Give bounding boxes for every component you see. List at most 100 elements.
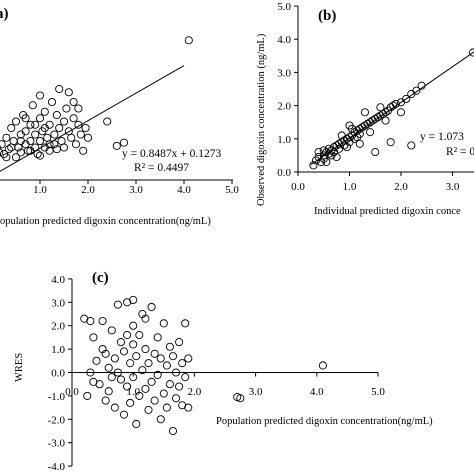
panel-c-point bbox=[86, 368, 95, 377]
panel-c-y-tick-label: -4.0 bbox=[48, 461, 66, 473]
panel-b-equation: y = 1.073 bbox=[420, 131, 464, 143]
panel-a-point bbox=[62, 104, 71, 113]
panel-a-point bbox=[52, 145, 61, 154]
panel-c-y-tick-label: -2.0 bbox=[48, 414, 66, 426]
panel-b-individual-scatter: 0.0 1.0 2.0 3.0 4.0 5.0 0.0 1.0 2.0 3.0 y = 1.07… bbox=[256, 1, 474, 217]
panel-c-point bbox=[129, 295, 138, 305]
panel-b-y-tick-label: 5.0 bbox=[277, 1, 291, 13]
panel-a-population-scatter: 1.0 2.0 3.0 4.0 5.0 y = 0.8487x + 0.1273 R² … bbox=[0, 6, 239, 227]
panel-a-point bbox=[59, 143, 69, 152]
panel-a-points bbox=[0, 36, 193, 162]
panel-c-x-tick-label: 0.0 bbox=[65, 386, 79, 398]
panel-b-point bbox=[402, 94, 411, 104]
panel-a-point bbox=[74, 120, 83, 129]
panel-a-point bbox=[21, 114, 30, 123]
panel-a-point bbox=[16, 136, 25, 146]
panel-c-y-label: WRES bbox=[14, 353, 25, 382]
panel-a-label: a) bbox=[0, 6, 9, 22]
panel-a-point bbox=[35, 114, 45, 123]
panel-c-point bbox=[168, 352, 178, 361]
panel-b-point bbox=[348, 124, 357, 133]
panel-c-point bbox=[168, 426, 178, 436]
panel-c-point bbox=[147, 302, 156, 312]
panel-a-point bbox=[74, 104, 83, 113]
panel-c-point bbox=[126, 398, 135, 407]
panel-c-wres-scatter: -4.0 -3.0 -2.0 -1.0 0.0 1.0 2.0 3.0 4.0 0.0 1.0 2.… bbox=[14, 270, 433, 473]
panel-c-point bbox=[129, 340, 138, 349]
panel-b-point bbox=[360, 108, 370, 117]
panel-a-point bbox=[4, 145, 13, 154]
panel-b-point bbox=[355, 139, 364, 148]
panel-a-point bbox=[112, 141, 121, 150]
panel-b-y-tick-label: 2.0 bbox=[277, 101, 291, 113]
panel-c-point bbox=[107, 373, 116, 382]
panel-c-y-tick-label: 3.0 bbox=[51, 297, 65, 309]
panel-c-point bbox=[92, 356, 101, 365]
panel-a-point bbox=[2, 133, 11, 142]
panel-c-point bbox=[89, 377, 98, 386]
panel-a-point bbox=[47, 97, 57, 107]
panel-a-point bbox=[50, 140, 59, 149]
panel-c-point bbox=[162, 403, 171, 412]
panel-c-y-tick-label: 0.0 bbox=[51, 368, 65, 380]
panel-c-point bbox=[141, 345, 150, 354]
panel-c-point bbox=[86, 316, 95, 326]
panel-a-x-label: opulation predicted digoxin concentratio… bbox=[0, 216, 211, 227]
panel-b-point bbox=[353, 133, 362, 142]
panel-a-point bbox=[0, 148, 4, 157]
panel-b-trendline bbox=[310, 51, 474, 166]
panel-c-x-tick-label: 4.0 bbox=[310, 386, 324, 398]
panel-c-y-ticks: -4.0 -3.0 -2.0 -1.0 0.0 1.0 2.0 3.0 4.0 bbox=[48, 274, 72, 473]
panel-c-y-tick-label: 1.0 bbox=[51, 344, 65, 356]
panel-a-point bbox=[69, 114, 78, 123]
panel-c-point bbox=[123, 382, 132, 391]
panel-b-points bbox=[309, 48, 474, 170]
panel-c-point bbox=[318, 361, 327, 370]
panel-a-point bbox=[119, 138, 129, 147]
panel-a-point bbox=[26, 120, 35, 129]
panel-a-point bbox=[69, 97, 78, 107]
panel-a-x-tick-label: 3.0 bbox=[129, 184, 143, 196]
panel-b-y-tick-label: 1.0 bbox=[277, 134, 291, 146]
panel-b-y-ticks: 0.0 1.0 2.0 3.0 4.0 5.0 bbox=[277, 1, 298, 179]
panel-a-point bbox=[76, 130, 85, 139]
panel-b-point bbox=[319, 146, 328, 155]
panel-b-r-squared: R² = 0 bbox=[446, 146, 474, 158]
panel-a-r-squared: R² = 0.4497 bbox=[134, 162, 189, 174]
panel-c-point bbox=[144, 405, 153, 414]
panel-b-point bbox=[366, 128, 375, 137]
panel-b-y-tick-label: 4.0 bbox=[277, 34, 291, 46]
panel-a-trendline bbox=[0, 65, 185, 172]
panel-a-x-tick-label: 5.0 bbox=[225, 184, 239, 196]
panel-c-point bbox=[113, 368, 122, 377]
panel-a-point bbox=[7, 123, 16, 133]
panel-c-point bbox=[83, 391, 92, 400]
panel-a-point bbox=[11, 153, 21, 162]
panel-b-x-label: Individual predicted digoxin conce bbox=[314, 206, 461, 217]
panel-c-point bbox=[138, 366, 147, 375]
panel-c-y-tick-label: 2.0 bbox=[51, 321, 65, 333]
panel-c-point bbox=[132, 352, 141, 361]
panel-a-point bbox=[103, 117, 112, 126]
panel-c-point bbox=[175, 382, 184, 391]
panel-a-point bbox=[45, 140, 54, 149]
panel-b-point bbox=[469, 48, 474, 57]
panel-c-x-tick-label: 2.0 bbox=[188, 386, 202, 398]
panel-a-point bbox=[21, 127, 30, 136]
panel-c-points bbox=[80, 295, 327, 436]
panel-a-x-tick-label: 1.0 bbox=[33, 184, 47, 196]
panel-c-point bbox=[159, 389, 168, 398]
panel-c-point bbox=[181, 319, 190, 328]
panel-c-point bbox=[110, 354, 119, 363]
panel-a-point bbox=[35, 136, 45, 146]
panel-a-point bbox=[184, 36, 193, 45]
panel-b-x-tick-label: 0.0 bbox=[291, 181, 305, 193]
panel-c-point bbox=[156, 415, 165, 424]
panel-b-point bbox=[309, 161, 318, 170]
panel-c-point bbox=[135, 331, 144, 340]
panel-c-point bbox=[113, 300, 122, 309]
panel-b-x-tick-label: 2.0 bbox=[394, 181, 408, 193]
panel-c-y-tick-label: 4.0 bbox=[51, 274, 65, 286]
panel-a-point bbox=[52, 110, 61, 120]
panel-c-point bbox=[150, 396, 159, 405]
